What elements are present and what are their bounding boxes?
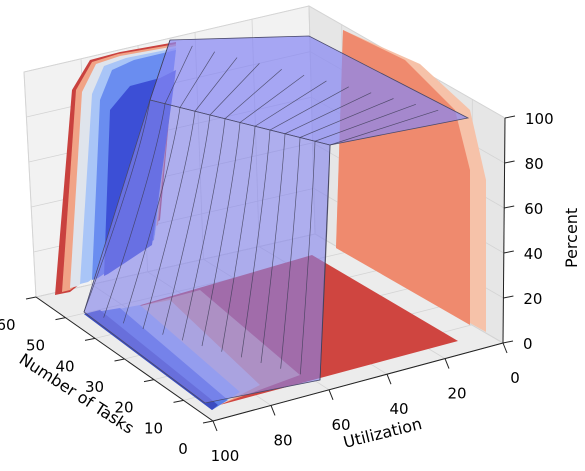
axis-ticks: 0 10 20 30 40 50 60 0 20 40 60 80 100 0 20 40 60 80 100 (0, 110, 554, 465)
tick-label-percent: 40 (524, 245, 543, 263)
tick-label-tasks: 50 (26, 337, 45, 355)
tick-mark-tasks (114, 358, 125, 362)
mesh-line-transition (122, 107, 181, 324)
tick-mark-percent (504, 205, 515, 209)
tick-mark-percent (502, 340, 514, 344)
grid-line-percent-wall (23, 5, 310, 73)
tick-mark-utilization (444, 358, 450, 369)
mesh-line-plateau (224, 68, 282, 120)
tick-label-percent: 100 (525, 110, 554, 128)
tick-label-utilization: 80 (273, 431, 292, 449)
surface-mesh-lines (83, 39, 439, 381)
mesh-line-transition (280, 137, 301, 369)
mesh-line-transition (240, 129, 271, 358)
mesh-line-transition (319, 144, 331, 381)
axis-title-utilization: Utilization (341, 414, 423, 452)
tick-label-tasks: 20 (114, 399, 133, 417)
axis-title-percent: Percent (562, 208, 581, 268)
axis-title-number-of-tasks: Number of Tasks (16, 349, 138, 437)
tick-mark-percent (504, 160, 515, 164)
tick-label-tasks: 30 (85, 378, 104, 396)
tick-label-utilization: 60 (331, 416, 350, 434)
tick-mark-utilization (386, 374, 392, 385)
tick-label-utilization: 20 (447, 385, 466, 403)
mesh-line-plateau (194, 57, 238, 112)
tick-label-utilization: 100 (211, 447, 240, 465)
tick-mark-utilization (502, 342, 508, 354)
mesh-line-transition (181, 118, 226, 341)
mesh-line-plateau (149, 39, 171, 101)
tick-label-percent: 20 (523, 290, 542, 308)
mesh-line-plateau (299, 98, 394, 138)
mesh-line-plateau (209, 63, 260, 116)
tick-label-percent: 80 (525, 155, 544, 173)
tick-mark-tasks (202, 420, 214, 424)
tick-label-percent: 0 (523, 335, 533, 353)
mesh-line-plateau (239, 74, 305, 123)
axis-edge-percent (502, 117, 506, 344)
mesh-line-transition (83, 99, 151, 313)
tick-label-utilization: 0 (510, 369, 520, 387)
mesh-line-transition (103, 103, 166, 318)
tick-label-tasks: 0 (178, 440, 188, 458)
tick-mark-utilization (212, 420, 218, 432)
mesh-line-plateau (329, 109, 439, 146)
tick-mark-tasks (143, 379, 155, 383)
grid-line-utilization-wall (23, 71, 37, 298)
tick-mark-tasks (25, 296, 37, 300)
tick-label-tasks: 60 (0, 316, 16, 334)
mesh-line-transition (260, 133, 286, 364)
tick-label-tasks: 10 (144, 419, 163, 437)
mesh-line-plateau (269, 86, 349, 131)
tick-mark-utilization (270, 405, 276, 416)
mesh-line-transition (221, 126, 256, 352)
tick-mark-tasks (84, 337, 96, 341)
mesh-line-plateau (284, 92, 372, 135)
mesh-line-transition (142, 111, 196, 330)
mesh-line-plateau (164, 45, 193, 104)
mesh-line-transition (201, 122, 241, 347)
tick-mark-percent (503, 250, 514, 254)
tick-mark-tasks (173, 399, 184, 403)
tick-label-tasks: 40 (55, 357, 74, 375)
mesh-line-plateau (254, 80, 327, 127)
tick-mark-tasks (55, 317, 66, 321)
mesh-line-transition (299, 141, 316, 375)
tick-label-utilization: 40 (389, 400, 408, 418)
tick-mark-percent (503, 295, 514, 299)
mesh-line-transition (162, 114, 211, 335)
axis-edge-utilization (212, 342, 504, 422)
mesh-line-plateau (314, 104, 416, 142)
tick-mark-percent (504, 115, 516, 119)
tick-label-percent: 60 (524, 200, 543, 218)
mesh-line-plateau (179, 51, 215, 108)
tick-mark-utilization (328, 389, 334, 400)
surface-mesh (83, 35, 470, 404)
